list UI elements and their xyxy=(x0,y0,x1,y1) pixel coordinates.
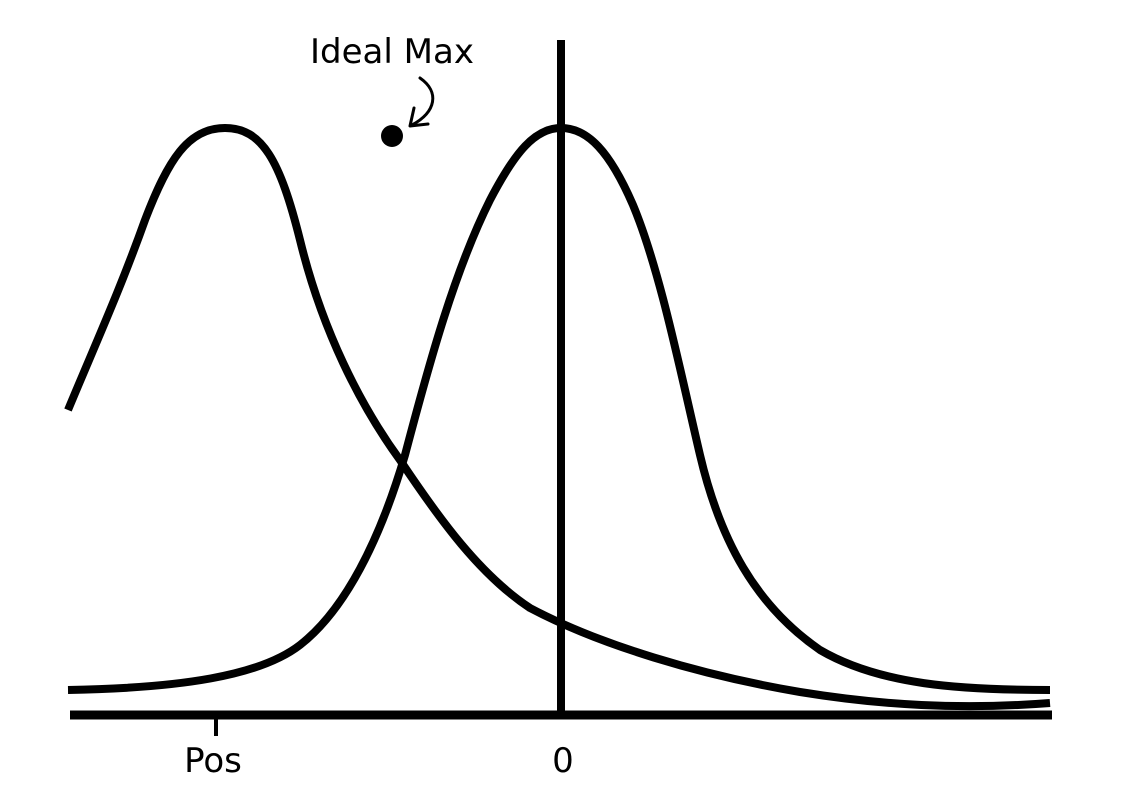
ideal-max-dot xyxy=(381,125,403,147)
ideal-max-arrow xyxy=(410,76,435,127)
zero-tick-label: 0 xyxy=(552,741,574,781)
ideal-max-arrowhead-icon xyxy=(408,106,430,128)
right-distribution-curve xyxy=(67,124,1051,694)
left-distribution-curve xyxy=(64,124,1051,711)
ideal-max-label: Ideal Max xyxy=(310,32,474,72)
pos-tick-label: Pos xyxy=(184,741,242,781)
